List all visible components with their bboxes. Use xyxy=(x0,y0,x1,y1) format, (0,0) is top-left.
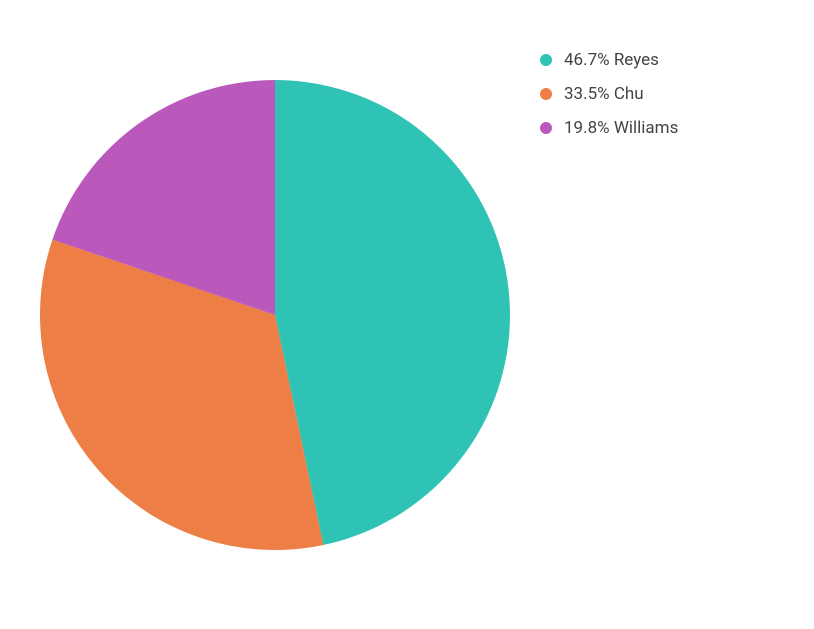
pie-chart xyxy=(40,60,510,574)
pie-slice-reyes xyxy=(275,80,510,545)
legend: 46.7% Reyes 33.5% Chu 19.8% Williams xyxy=(540,50,678,152)
legend-dot-williams xyxy=(540,122,552,134)
legend-label-reyes: 46.7% Reyes xyxy=(564,50,659,70)
legend-label-williams: 19.8% Williams xyxy=(564,118,678,138)
legend-item-chu: 33.5% Chu xyxy=(540,84,678,104)
pie-chart-svg xyxy=(40,60,510,570)
legend-item-williams: 19.8% Williams xyxy=(540,118,678,138)
legend-dot-chu xyxy=(540,88,552,100)
legend-item-reyes: 46.7% Reyes xyxy=(540,50,678,70)
legend-label-chu: 33.5% Chu xyxy=(564,84,644,104)
legend-dot-reyes xyxy=(540,54,552,66)
